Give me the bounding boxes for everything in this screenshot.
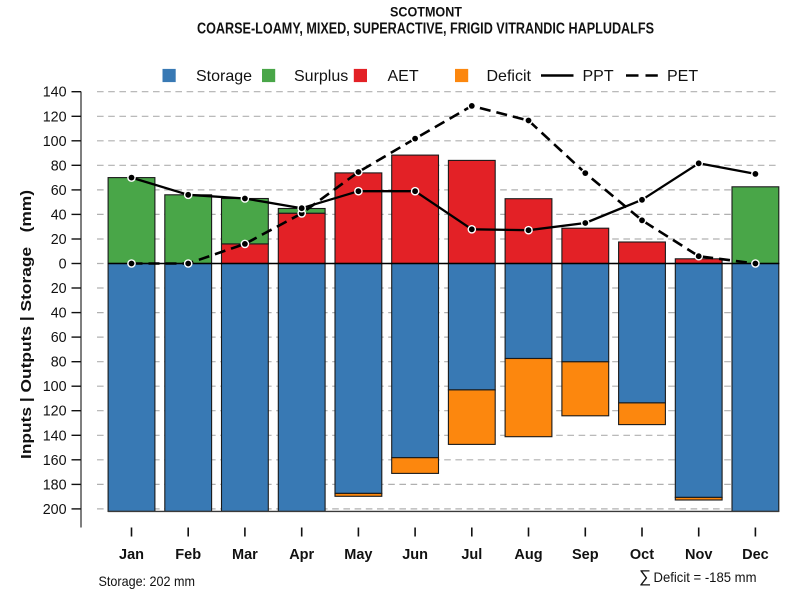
svg-text:Aug: Aug bbox=[514, 547, 542, 563]
svg-text:Dec: Dec bbox=[742, 547, 769, 563]
svg-text:80: 80 bbox=[51, 158, 67, 174]
svg-text:Inputs | Outputs | Storage (: Inputs | Outputs | Storage (mm) bbox=[18, 190, 35, 459]
svg-text:120: 120 bbox=[43, 404, 67, 420]
svg-text:∑: ∑ bbox=[639, 567, 651, 586]
svg-text:SCOTMONT: SCOTMONT bbox=[390, 4, 462, 20]
svg-text:Jan: Jan bbox=[119, 547, 144, 563]
svg-text:180: 180 bbox=[43, 477, 67, 493]
svg-text:Mar: Mar bbox=[232, 547, 258, 563]
svg-text:60: 60 bbox=[51, 330, 67, 346]
svg-text:AET: AET bbox=[388, 68, 419, 85]
svg-text:80: 80 bbox=[51, 355, 67, 371]
svg-text:60: 60 bbox=[51, 183, 67, 199]
svg-text:Storage: 202 mm: Storage: 202 mm bbox=[99, 573, 196, 589]
svg-text:Jul: Jul bbox=[461, 547, 482, 563]
svg-text:40: 40 bbox=[51, 306, 67, 322]
svg-text:160: 160 bbox=[43, 453, 67, 469]
svg-text:Nov: Nov bbox=[685, 547, 712, 563]
svg-text:40: 40 bbox=[51, 207, 67, 223]
svg-text:Oct: Oct bbox=[630, 547, 654, 563]
svg-text:May: May bbox=[344, 547, 372, 563]
svg-text:Feb: Feb bbox=[175, 547, 201, 563]
svg-text:Deficit = -185 mm: Deficit = -185 mm bbox=[654, 569, 757, 585]
svg-text:120: 120 bbox=[43, 109, 67, 125]
svg-text:Surplus: Surplus bbox=[294, 68, 348, 85]
svg-text:Apr: Apr bbox=[289, 547, 314, 563]
svg-text:0: 0 bbox=[59, 257, 67, 273]
svg-text:100: 100 bbox=[43, 134, 67, 150]
svg-text:COARSE-LOAMY, MIXED, SUPERACTI: COARSE-LOAMY, MIXED, SUPERACTIVE, FRIGID… bbox=[197, 21, 654, 38]
svg-text:20: 20 bbox=[51, 281, 67, 297]
svg-text:PET: PET bbox=[667, 68, 698, 85]
svg-text:PPT: PPT bbox=[583, 68, 614, 85]
svg-text:Jun: Jun bbox=[402, 547, 428, 563]
svg-text:140: 140 bbox=[43, 428, 67, 444]
svg-text:100: 100 bbox=[43, 379, 67, 395]
svg-text:20: 20 bbox=[51, 232, 67, 248]
svg-text:Deficit: Deficit bbox=[487, 68, 532, 85]
svg-text:200: 200 bbox=[43, 502, 67, 518]
svg-text:Sep: Sep bbox=[572, 547, 599, 563]
svg-text:140: 140 bbox=[43, 85, 67, 101]
svg-text:Storage: Storage bbox=[196, 68, 252, 85]
